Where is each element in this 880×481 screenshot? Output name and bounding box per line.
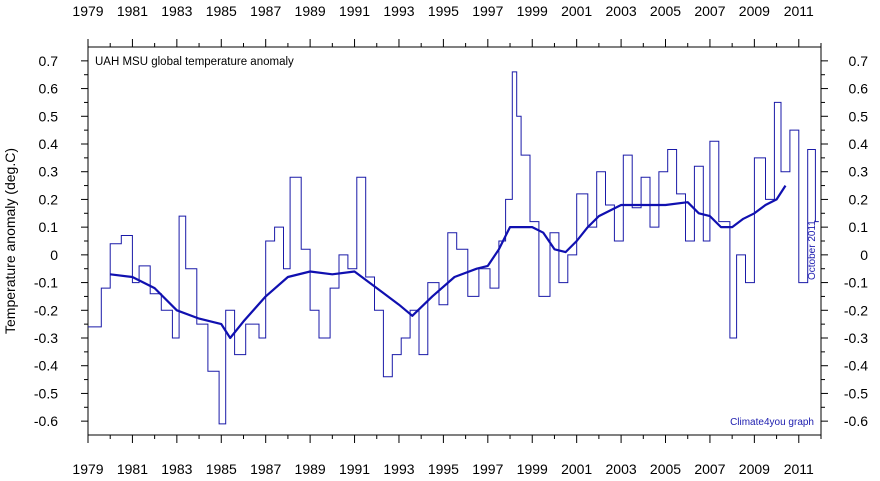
- y-tick-label-right: 0.4: [849, 136, 869, 152]
- x-tick-label-top: 1987: [250, 3, 281, 19]
- x-tick-label-top: 1999: [517, 3, 548, 19]
- y-tick-label-right: -0.5: [844, 385, 868, 401]
- x-tick-label-top: 2009: [739, 3, 770, 19]
- y-tick-label-left: -0.1: [34, 275, 58, 291]
- y-tick-label-right: 0.7: [849, 53, 869, 69]
- x-tick-label-top: 1985: [206, 3, 237, 19]
- y-tick-label-left: -0.4: [34, 358, 58, 374]
- x-axis-top: 1979 1981 1983 1985 1987 1989 1991 1993 1995 1997…: [72, 3, 822, 47]
- x-tick-label-bottom: 1987: [250, 461, 281, 477]
- y-tick-label-left: 0: [50, 247, 58, 263]
- y-axis-label: Temperature anomaly (deg.C): [2, 148, 18, 334]
- monthly-anomaly-line: [88, 71, 819, 425]
- y-tick-label-left: 0.4: [39, 136, 59, 152]
- y-tick-label-left: -0.5: [34, 385, 58, 401]
- chart-title: UAH MSU global temperature anomaly: [95, 56, 294, 68]
- y-tick-label-left: -0.2: [34, 302, 58, 318]
- x-tick-label-bottom: 2003: [606, 461, 637, 477]
- x-tick-label-top: 1983: [161, 3, 192, 19]
- y-tick-label-left: 0.3: [39, 164, 59, 180]
- plot-frame: [87, 46, 822, 436]
- y-tick-label-right: -0.1: [844, 275, 868, 291]
- x-tick-label-top: 2007: [694, 3, 725, 19]
- x-tick-label-top: 2005: [650, 3, 681, 19]
- x-tick-label-bottom: 2011: [784, 461, 814, 477]
- x-tick-label-top: 1995: [428, 3, 459, 19]
- x-tick-label-top: 1991: [339, 3, 370, 19]
- y-tick-label-left: 0.6: [39, 81, 59, 97]
- x-tick-label-bottom: 1991: [339, 461, 370, 477]
- x-tick-label-bottom: 2009: [739, 461, 770, 477]
- credit-note: Climate4you graph: [730, 417, 814, 428]
- y-axis-left: 0.7 0.6 0.5 0.4 0.3 0.2 0.1 0 -0.1 -0.2 -0.3 -0.4 -0…: [34, 53, 88, 429]
- running-mean-line: [110, 185, 787, 340]
- x-tick-label-top: 2001: [561, 3, 592, 19]
- x-tick-label-bottom: 1997: [472, 461, 503, 477]
- x-tick-label-top: 1993: [383, 3, 414, 19]
- x-tick-label-bottom: 1981: [117, 461, 148, 477]
- x-tick-label-bottom: 1989: [295, 461, 326, 477]
- y-tick-label-left: -0.6: [34, 413, 58, 429]
- x-tick-label-top: 2011: [784, 3, 814, 19]
- x-tick-label-top: 1981: [117, 3, 148, 19]
- x-tick-label-bottom: 2007: [694, 461, 725, 477]
- x-tick-label-bottom: 2001: [561, 461, 592, 477]
- y-tick-label-right: 0.1: [849, 219, 869, 235]
- x-tick-label-bottom: 1979: [72, 461, 103, 477]
- x-tick-label-bottom: 1983: [161, 461, 192, 477]
- y-tick-label-right: 0.5: [849, 108, 869, 124]
- y-tick-label-left: -0.3: [34, 330, 58, 346]
- y-tick-label-right: 0.6: [849, 81, 869, 97]
- y-axis-right: 0.7 0.6 0.5 0.4 0.3 0.2 0.1 0 -0.1 -0.2 -0.3 -0.4 -0…: [821, 53, 868, 429]
- x-tick-label-top: 2003: [606, 3, 637, 19]
- y-tick-label-right: -0.2: [844, 302, 868, 318]
- x-tick-label-bottom: 1999: [517, 461, 548, 477]
- y-tick-label-left: 0.2: [39, 191, 59, 207]
- y-tick-label-left: 0.1: [39, 219, 59, 235]
- y-tick-label-left: 0.7: [39, 53, 59, 69]
- y-tick-label-right: 0.2: [849, 191, 869, 207]
- x-tick-label-bottom: 1993: [383, 461, 414, 477]
- y-tick-label-right: 0.3: [849, 164, 869, 180]
- series-layer: [88, 71, 819, 425]
- x-tick-label-bottom: 2005: [650, 461, 681, 477]
- y-tick-label-right: -0.6: [844, 413, 868, 429]
- y-tick-label-right: -0.4: [844, 358, 868, 374]
- x-tick-label-bottom: 1985: [206, 461, 237, 477]
- y-tick-label-right: 0: [860, 247, 868, 263]
- date-note: October 2011: [807, 220, 818, 280]
- y-tick-label-right: -0.3: [844, 330, 868, 346]
- x-tick-label-top: 1989: [295, 3, 326, 19]
- x-tick-label-top: 1979: [72, 3, 103, 19]
- x-tick-label-bottom: 1995: [428, 461, 459, 477]
- y-tick-label-left: 0.5: [39, 108, 59, 124]
- x-tick-label-top: 1997: [472, 3, 503, 19]
- x-axis-bottom: 1979 1981 1983 1985 1987 1989 1991 1993 1995 1997…: [72, 435, 822, 477]
